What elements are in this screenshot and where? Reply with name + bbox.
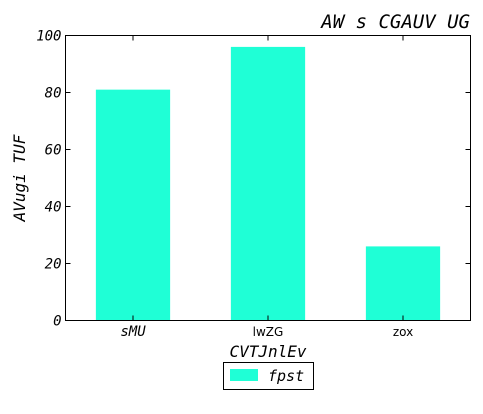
- bar-zox: [365, 246, 441, 321]
- y-ticks-group: 0 20 40 60 80 100: [36, 29, 471, 330]
- y-tick-label: 60: [45, 143, 62, 159]
- y-tick-label: 40: [45, 200, 62, 216]
- chart-title: AW s CGAUV UG: [320, 11, 470, 33]
- y-tick-label: 20: [45, 257, 62, 273]
- x-tick-label: zox: [393, 325, 413, 339]
- bar-sMU: [95, 89, 171, 321]
- legend-label: fpst: [268, 367, 304, 385]
- plot-frame: [65, 35, 471, 321]
- y-axis-label: AVugi TUF: [10, 134, 29, 222]
- y-tick-label: 80: [45, 86, 62, 102]
- bar-lwZG: [230, 46, 306, 321]
- bars-group: [95, 46, 441, 321]
- y-tick-label: 0: [53, 314, 61, 330]
- legend-swatch: [230, 369, 258, 381]
- y-tick-label: 100: [36, 29, 61, 45]
- legend: fpst: [223, 362, 314, 390]
- x-tick-label: lwZG: [253, 325, 284, 339]
- x-tick-label: sMU: [120, 324, 146, 340]
- x-ticks-group: sMU lwZG zox: [120, 35, 413, 340]
- x-axis-label: CVTJnlEv: [229, 342, 306, 361]
